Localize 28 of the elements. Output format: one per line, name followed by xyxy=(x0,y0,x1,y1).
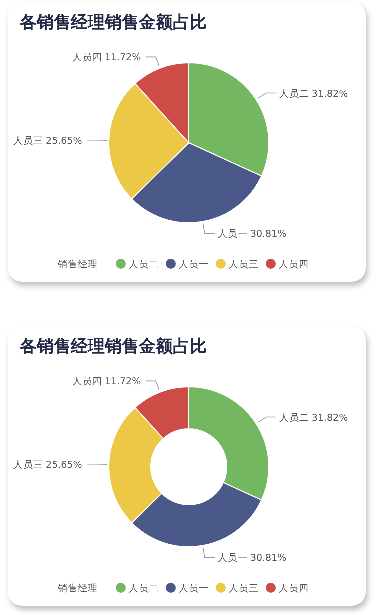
slice-label: 人员二 xyxy=(279,412,310,424)
data-label: 11.72% xyxy=(104,376,142,388)
slice-label: 人员四 xyxy=(72,376,102,388)
legend-title: 销售经理 xyxy=(57,582,98,594)
data-label: 31.82% xyxy=(312,412,348,424)
slice-label: 人员二 xyxy=(279,88,310,100)
data-label: 30.81% xyxy=(250,229,287,240)
legend-label: 人员三 xyxy=(229,584,259,594)
data-label: 11.72% xyxy=(104,52,142,64)
legend-label: 人员四 xyxy=(279,584,309,594)
data-label: 30.81% xyxy=(250,553,287,564)
data-label: 31.82% xyxy=(312,88,348,100)
slice-label: 人员一 xyxy=(218,553,248,564)
slice-label: 人员四 xyxy=(72,52,102,64)
legend-label: 人员二 xyxy=(129,584,159,594)
legend-label: 人员一 xyxy=(179,260,209,270)
legend-label: 人员四 xyxy=(279,260,309,270)
slice-label: 人员三 xyxy=(14,460,44,471)
slice-label: 人员一 xyxy=(218,229,248,240)
data-label: 25.65% xyxy=(46,136,82,147)
chart-title: 各销售经理销售金额占比 xyxy=(19,337,207,357)
legend-label: 人员一 xyxy=(179,584,209,594)
slice-label: 人员三 xyxy=(14,136,44,147)
data-label: 25.65% xyxy=(46,460,82,471)
chart-title: 各销售经理销售金额占比 xyxy=(19,13,207,33)
legend-label: 人员二 xyxy=(129,260,159,270)
legend-title: 销售经理 xyxy=(57,258,98,270)
legend-label: 人员三 xyxy=(229,260,259,270)
